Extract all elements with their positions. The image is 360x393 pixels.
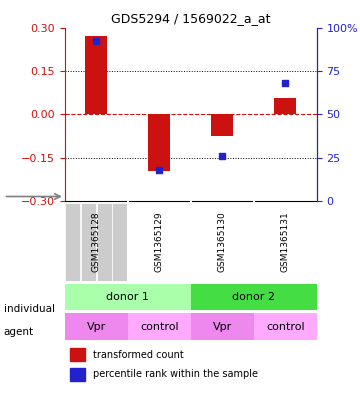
Text: Vpr: Vpr <box>87 322 106 332</box>
FancyBboxPatch shape <box>96 202 112 281</box>
Bar <box>85 36 107 114</box>
Text: GSM1365131: GSM1365131 <box>281 211 290 272</box>
Text: agent: agent <box>4 327 34 337</box>
FancyBboxPatch shape <box>128 314 191 340</box>
FancyBboxPatch shape <box>254 314 317 340</box>
FancyBboxPatch shape <box>65 314 128 340</box>
Bar <box>148 114 170 171</box>
Point <box>219 152 225 159</box>
Bar <box>70 348 85 361</box>
Text: Vpr: Vpr <box>213 322 232 332</box>
FancyBboxPatch shape <box>81 202 96 281</box>
FancyBboxPatch shape <box>65 202 80 281</box>
Point <box>156 167 162 173</box>
Text: transformed count: transformed count <box>93 350 183 360</box>
FancyBboxPatch shape <box>191 314 254 340</box>
Text: donor 2: donor 2 <box>232 292 275 302</box>
Text: GSM1365128: GSM1365128 <box>92 211 101 272</box>
Bar <box>274 98 296 114</box>
Point <box>93 38 99 44</box>
Text: GSM1365129: GSM1365129 <box>155 211 164 272</box>
Bar <box>70 368 85 381</box>
Point <box>282 80 288 86</box>
FancyBboxPatch shape <box>112 202 127 281</box>
Text: individual: individual <box>4 303 55 314</box>
Text: control: control <box>266 322 305 332</box>
Text: donor 1: donor 1 <box>106 292 149 302</box>
Text: GSM1365130: GSM1365130 <box>218 211 227 272</box>
Text: control: control <box>140 322 179 332</box>
FancyBboxPatch shape <box>65 284 191 310</box>
Title: GDS5294 / 1569022_a_at: GDS5294 / 1569022_a_at <box>111 12 271 25</box>
FancyBboxPatch shape <box>191 284 317 310</box>
Text: percentile rank within the sample: percentile rank within the sample <box>93 369 257 379</box>
Bar <box>211 114 233 136</box>
